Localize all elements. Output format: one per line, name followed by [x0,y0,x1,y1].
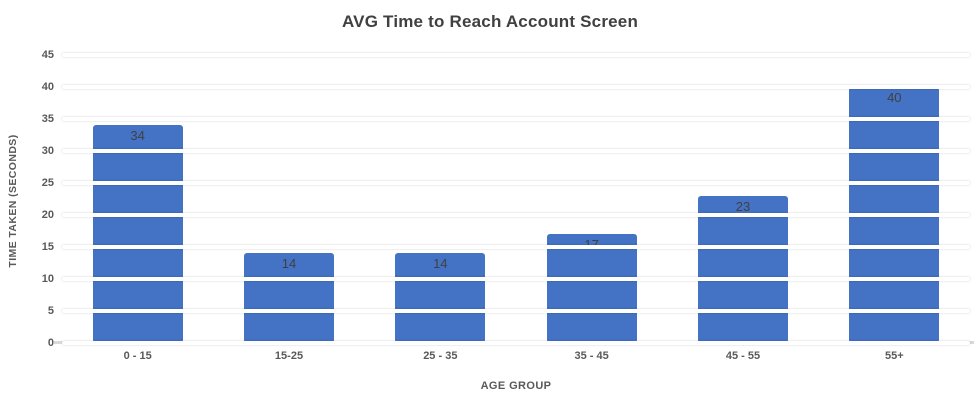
y-tick-label: 0 [47,337,54,349]
gridline [62,84,970,90]
bar: 23 [697,195,788,343]
gridline [62,340,970,345]
bar: 14 [395,253,486,343]
gridline [62,244,970,250]
chart-title: AVG Time to Reach Account Screen [341,12,639,31]
bar-slot: 14 [213,55,364,343]
bar: 17 [546,234,637,343]
bar: 34 [92,125,183,343]
bar-slot: 40 [819,55,970,343]
gridline [62,276,970,282]
gridline [62,308,970,314]
bar-data-label: 14 [281,256,297,272]
bar-series: 34 14 14 17 23 40 [62,55,970,343]
y-axis-tick-labels: 0 5 10 15 20 25 30 35 40 45 [26,49,54,349]
x-axis-title: AGE GROUP [480,380,552,392]
x-category-label: 55+ [884,350,904,362]
y-tick-label: 20 [41,209,54,221]
bar-data-label: 14 [433,256,448,272]
bar-slot: 14 [365,55,516,343]
bar-data-label: 34 [130,128,145,144]
gridline [62,52,970,57]
bar-slot: 17 [516,55,667,343]
y-tick-label: 25 [41,177,54,189]
y-tick-label: 35 [41,113,54,125]
bar-data-label: 23 [735,198,751,214]
x-category-label: 25 - 35 [423,350,458,362]
x-category-label: 0 - 15 [123,350,152,362]
y-tick-label: 30 [41,145,54,157]
bar-slot: 34 [62,55,213,343]
x-category-label: 15-25 [274,350,304,362]
y-tick-label: 5 [47,305,54,317]
x-category-label: 35 - 45 [574,350,609,362]
x-axis-category-labels: 0 - 15 15-25 25 - 35 35 - 45 45 - 55 55+ [62,350,970,362]
bar-slot: 23 [667,55,818,343]
gridline [62,212,970,218]
plot-area: 34 14 14 17 23 40 [54,52,974,345]
x-category-label: 45 - 55 [725,350,761,362]
gridline [62,148,970,154]
gridline [62,180,970,185]
y-axis-title: TIME TAKEN (SECONDS) [7,134,19,268]
gridline [62,116,970,121]
y-tick-label: 10 [41,273,54,285]
y-tick-label: 45 [41,49,54,61]
y-tick-label: 40 [41,81,54,93]
bar-data-label: 40 [887,90,902,105]
bar: 14 [243,253,334,343]
y-tick-label: 15 [41,241,54,253]
